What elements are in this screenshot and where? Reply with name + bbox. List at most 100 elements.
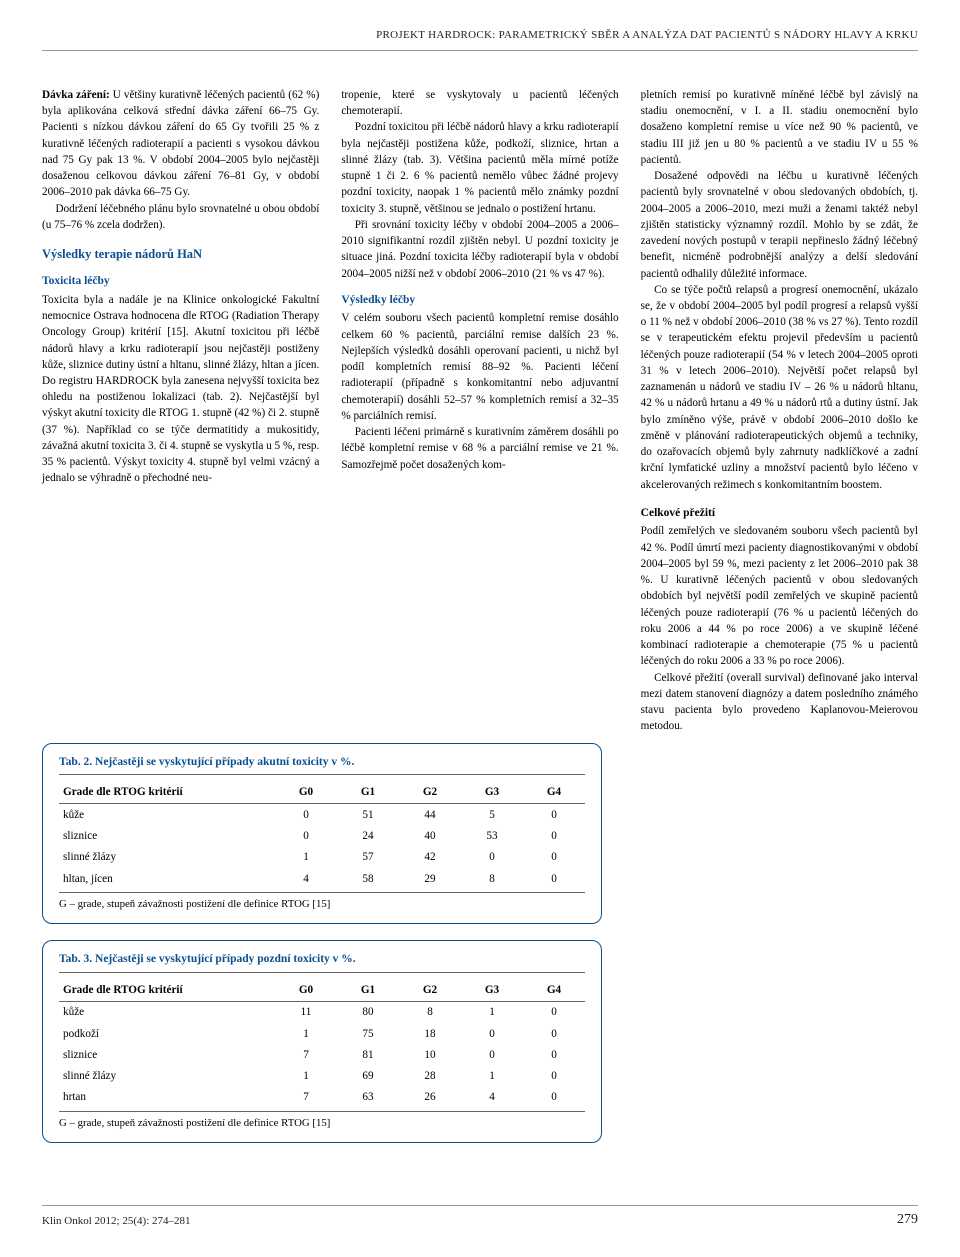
- col2-p3: Při srovnání toxicity léčby v období 200…: [341, 217, 618, 282]
- lead-label: Dávka záření:: [42, 89, 110, 101]
- cell: 29: [399, 868, 461, 889]
- cell: sliznice: [59, 826, 275, 847]
- table-row: slinné žlázy1574200: [59, 847, 585, 868]
- cell: 0: [461, 847, 523, 868]
- table-row: slinné žlázy1692810: [59, 1066, 585, 1087]
- cell: 0: [523, 804, 585, 826]
- cell: 4: [275, 868, 337, 889]
- col1-p2: Dodržení léčebného plánu bylo srovnateln…: [42, 201, 319, 233]
- cell: 0: [523, 1087, 585, 1108]
- th: G3: [461, 781, 523, 804]
- running-head: PROJEKT HARDROCK: PARAMETRICKÝ SBĚR A AN…: [42, 28, 918, 51]
- cell: 57: [337, 847, 399, 868]
- table-2-title: Tab. 2. Nejčastěji se vyskytující případ…: [59, 754, 585, 771]
- th: G3: [461, 979, 523, 1002]
- table-2: Grade dle RTOG kritérií G0 G1 G2 G3 G4 k…: [59, 781, 585, 889]
- table-row: hltan, jícen4582980: [59, 868, 585, 889]
- col2-p1: tropenie, které se vyskytovaly u pacient…: [341, 87, 618, 119]
- col2-p4: V celém souboru všech pacientů kompletní…: [341, 310, 618, 424]
- th: G4: [523, 781, 585, 804]
- cell: 0: [523, 847, 585, 868]
- table-row: sliznice02440530: [59, 826, 585, 847]
- cell: 80: [337, 1001, 399, 1023]
- table-row: kůže0514450: [59, 804, 585, 826]
- col1-p1: Dávka záření: U většiny kurativně léčený…: [42, 87, 319, 201]
- th: G1: [337, 781, 399, 804]
- cell: 44: [399, 804, 461, 826]
- cell: 1: [275, 1023, 337, 1044]
- th: Grade dle RTOG kritérií: [59, 781, 275, 804]
- cell: 0: [275, 826, 337, 847]
- subsection-heading: Toxicita léčby: [42, 273, 319, 290]
- cell: 0: [461, 1044, 523, 1065]
- cell: 42: [399, 847, 461, 868]
- cell: 81: [337, 1044, 399, 1065]
- cell: 0: [461, 1023, 523, 1044]
- cell: 7: [275, 1044, 337, 1065]
- subsection-heading: Celkové přežití: [641, 505, 918, 522]
- cell: kůže: [59, 804, 275, 826]
- col3-p1: pletních remisí po kurativně míněné léčb…: [641, 87, 918, 168]
- table-3-box: Tab. 3. Nejčastěji se vyskytující případ…: [42, 940, 602, 1143]
- cell: 0: [275, 804, 337, 826]
- col3-p4: Podíl zemřelých ve sledovaném souboru vš…: [641, 523, 918, 669]
- cell: 18: [399, 1023, 461, 1044]
- cell: 58: [337, 868, 399, 889]
- th: G1: [337, 979, 399, 1002]
- cell: 69: [337, 1066, 399, 1087]
- cell: slinné žlázy: [59, 847, 275, 868]
- page-number: 279: [897, 1210, 918, 1230]
- th: G0: [275, 979, 337, 1002]
- cell: 0: [523, 1066, 585, 1087]
- section-heading: Výsledky terapie nádorů HaN: [42, 245, 319, 263]
- column-3: pletních remisí po kurativně míněné léčb…: [641, 87, 918, 735]
- column-2: tropenie, které se vyskytovaly u pacient…: [341, 87, 618, 735]
- table-row: kůže1180810: [59, 1001, 585, 1023]
- th: Grade dle RTOG kritérií: [59, 979, 275, 1002]
- text-columns: Dávka záření: U většiny kurativně léčený…: [42, 87, 918, 735]
- cell: kůže: [59, 1001, 275, 1023]
- th: G4: [523, 979, 585, 1002]
- cell: 51: [337, 804, 399, 826]
- table-2-box: Tab. 2. Nejčastěji se vyskytující případ…: [42, 743, 602, 924]
- cell: 7: [275, 1087, 337, 1108]
- table-3-footnote: G – grade, stupeň závažnosti postižení d…: [59, 1111, 585, 1132]
- footer-citation: Klin Onkol 2012; 25(4): 274–281: [42, 1214, 191, 1230]
- col2-p5: Pacienti léčeni primárně s kurativním zá…: [341, 424, 618, 473]
- col3-p2: Dosažené odpovědi na léčbu u kurativně l…: [641, 168, 918, 282]
- cell: 5: [461, 804, 523, 826]
- cell: 28: [399, 1066, 461, 1087]
- table-2-footnote: G – grade, stupeň závažnosti postižení d…: [59, 892, 585, 913]
- col3-p5: Celkové přežití (overall survival) defin…: [641, 670, 918, 735]
- cell: 26: [399, 1087, 461, 1108]
- col1-p3: Toxicita byla a nadále je na Klinice onk…: [42, 292, 319, 487]
- cell: 0: [523, 1001, 585, 1023]
- cell: 11: [275, 1001, 337, 1023]
- cell: 1: [461, 1001, 523, 1023]
- cell: sliznice: [59, 1044, 275, 1065]
- cell: 1: [275, 847, 337, 868]
- table-row: sliznice7811000: [59, 1044, 585, 1065]
- col2-p2: Pozdní toxicitou při léčbě nádorů hlavy …: [341, 119, 618, 216]
- th: G2: [399, 781, 461, 804]
- table-3-title: Tab. 3. Nejčastěji se vyskytující případ…: [59, 951, 585, 968]
- cell: slinné žlázy: [59, 1066, 275, 1087]
- table-3: Grade dle RTOG kritérií G0 G1 G2 G3 G4 k…: [59, 979, 585, 1108]
- cell: 8: [461, 868, 523, 889]
- cell: 0: [523, 1023, 585, 1044]
- cell: 0: [523, 1044, 585, 1065]
- cell: hltan, jícen: [59, 868, 275, 889]
- cell: 40: [399, 826, 461, 847]
- cell: 63: [337, 1087, 399, 1108]
- cell: hrtan: [59, 1087, 275, 1108]
- cell: 1: [461, 1066, 523, 1087]
- table-row: hrtan7632640: [59, 1087, 585, 1108]
- cell: 8: [399, 1001, 461, 1023]
- th: G2: [399, 979, 461, 1002]
- page-footer: Klin Onkol 2012; 25(4): 274–281 279: [42, 1205, 918, 1230]
- cell: podkoží: [59, 1023, 275, 1044]
- cell: 0: [523, 826, 585, 847]
- cell: 0: [523, 868, 585, 889]
- cell: 4: [461, 1087, 523, 1108]
- table-row: podkoží1751800: [59, 1023, 585, 1044]
